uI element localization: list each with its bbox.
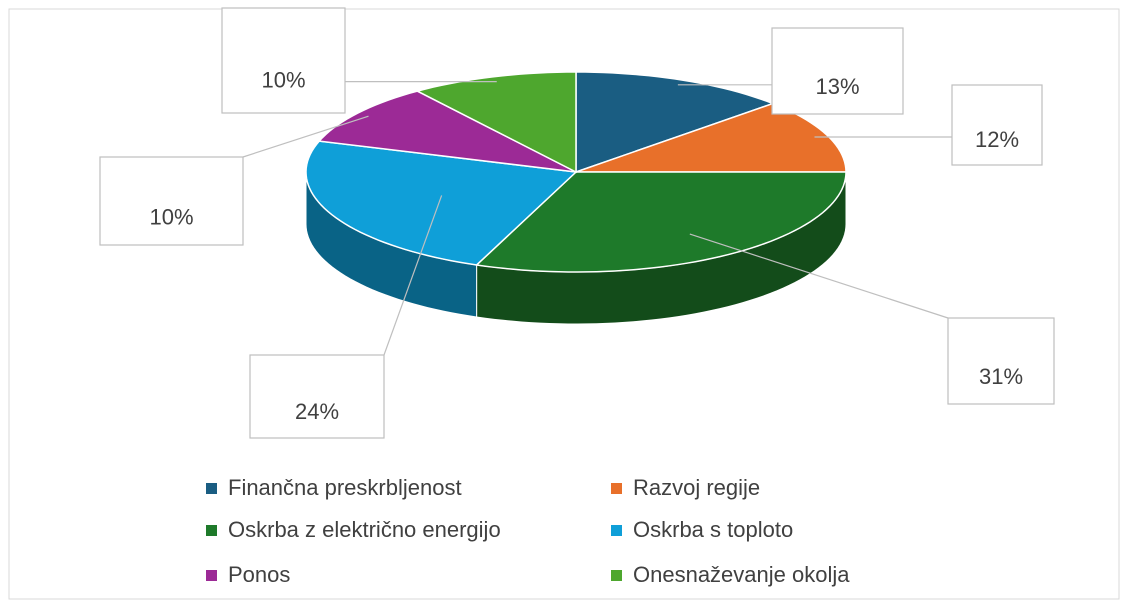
legend-label: Finančna preskrbljenost [228, 475, 462, 500]
data-label: 31% [979, 364, 1023, 389]
data-label: 10% [261, 67, 305, 92]
pie-slice [575, 71, 776, 174]
leader-line [383, 195, 443, 356]
pie-slice [317, 90, 577, 173]
chart-border [8, 8, 1120, 600]
label-box [771, 27, 904, 115]
legend-label: Oskrba s toploto [633, 517, 793, 542]
label-box [947, 317, 1055, 405]
legend-swatch [206, 525, 217, 536]
legend-swatch [206, 570, 217, 581]
legend-label: Oskrba z električno energijo [228, 517, 501, 542]
legend-label: Ponos [228, 562, 290, 587]
data-label: 12% [975, 127, 1019, 152]
leader-line [242, 115, 369, 158]
legend-swatch [206, 483, 217, 494]
legend-label: Razvoj regije [633, 475, 760, 500]
data-label: 24% [295, 399, 339, 424]
label-box [99, 156, 244, 246]
pie-slice [415, 71, 577, 174]
label-box [221, 7, 346, 114]
legend-swatch [611, 525, 622, 536]
data-label: 10% [149, 204, 193, 229]
pie-slice [474, 171, 847, 273]
pie-slice [305, 140, 578, 266]
label-box [249, 354, 385, 439]
legend-label: Onesnaževanje okolja [633, 562, 850, 587]
leader-line [689, 233, 949, 319]
legend-swatch [611, 483, 622, 494]
label-box [951, 84, 1043, 166]
legend-swatch [611, 570, 622, 581]
data-label: 13% [815, 74, 859, 99]
